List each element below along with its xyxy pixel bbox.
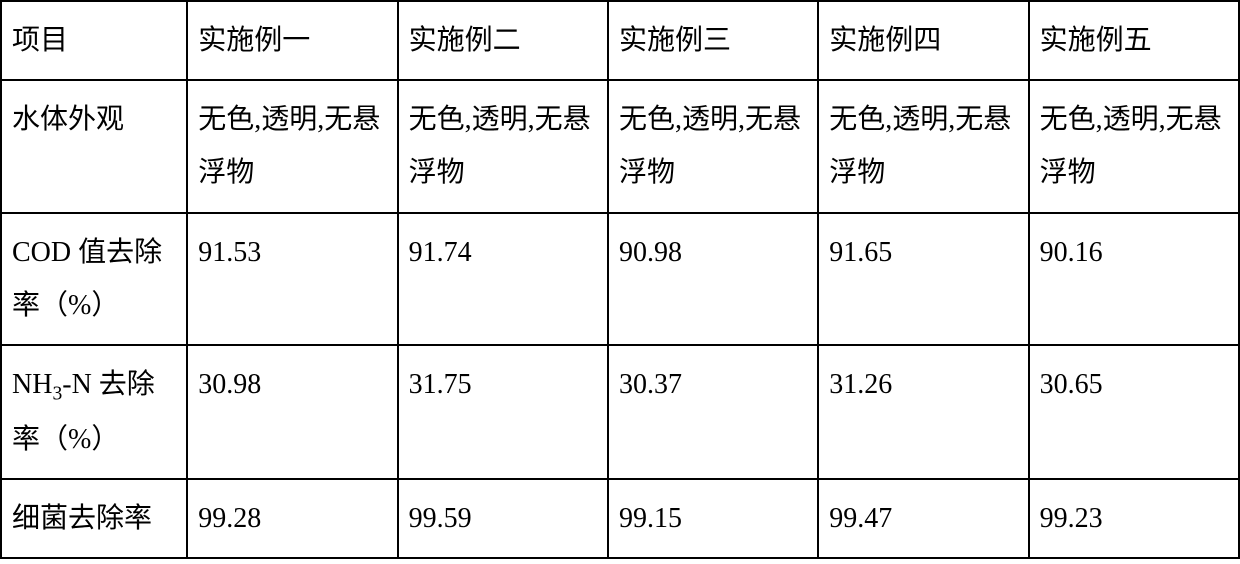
- row-label-bacteria: 细菌去除率: [1, 479, 187, 558]
- cell-value: 99.28: [187, 479, 397, 558]
- cell-value: 无色,透明,无悬浮物: [818, 80, 1028, 212]
- cell-value: 91.74: [398, 213, 608, 345]
- cell-value: 30.98: [187, 345, 397, 479]
- data-table-container: 项目 实施例一 实施例二 实施例三 实施例四 实施例五 水体外观 无色,透明,无…: [0, 0, 1240, 559]
- cell-value: 91.65: [818, 213, 1028, 345]
- cell-value: 31.26: [818, 345, 1028, 479]
- data-table: 项目 实施例一 实施例二 实施例三 实施例四 实施例五 水体外观 无色,透明,无…: [0, 0, 1240, 559]
- cell-value: 90.16: [1029, 213, 1239, 345]
- row-label-appearance: 水体外观: [1, 80, 187, 212]
- cell-value: 无色,透明,无悬浮物: [187, 80, 397, 212]
- table-header-row: 项目 实施例一 实施例二 实施例三 实施例四 实施例五: [1, 1, 1239, 80]
- cell-value: 31.75: [398, 345, 608, 479]
- table-row: COD 值去除率（%） 91.53 91.74 90.98 91.65 90.1…: [1, 213, 1239, 345]
- cell-value: 无色,透明,无悬浮物: [1029, 80, 1239, 212]
- header-cell-example1: 实施例一: [187, 1, 397, 80]
- header-cell-project: 项目: [1, 1, 187, 80]
- cell-value: 99.15: [608, 479, 818, 558]
- row-label-nh3n: NH3-N 去除率（%）: [1, 345, 187, 479]
- cell-value: 30.37: [608, 345, 818, 479]
- cell-value: 90.98: [608, 213, 818, 345]
- header-cell-example5: 实施例五: [1029, 1, 1239, 80]
- table-row: NH3-N 去除率（%） 30.98 31.75 30.37 31.26 30.…: [1, 345, 1239, 479]
- cell-value: 99.47: [818, 479, 1028, 558]
- cell-value: 无色,透明,无悬浮物: [608, 80, 818, 212]
- cell-value: 30.65: [1029, 345, 1239, 479]
- header-cell-example4: 实施例四: [818, 1, 1028, 80]
- cell-value: 91.53: [187, 213, 397, 345]
- cell-value: 99.23: [1029, 479, 1239, 558]
- table-row: 细菌去除率 99.28 99.59 99.15 99.47 99.23: [1, 479, 1239, 558]
- cell-value: 99.59: [398, 479, 608, 558]
- header-cell-example3: 实施例三: [608, 1, 818, 80]
- table-row: 水体外观 无色,透明,无悬浮物 无色,透明,无悬浮物 无色,透明,无悬浮物 无色…: [1, 80, 1239, 212]
- header-cell-example2: 实施例二: [398, 1, 608, 80]
- row-label-cod: COD 值去除率（%）: [1, 213, 187, 345]
- cell-value: 无色,透明,无悬浮物: [398, 80, 608, 212]
